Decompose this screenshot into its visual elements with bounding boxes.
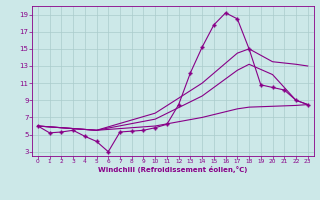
X-axis label: Windchill (Refroidissement éolien,°C): Windchill (Refroidissement éolien,°C)	[98, 166, 247, 173]
